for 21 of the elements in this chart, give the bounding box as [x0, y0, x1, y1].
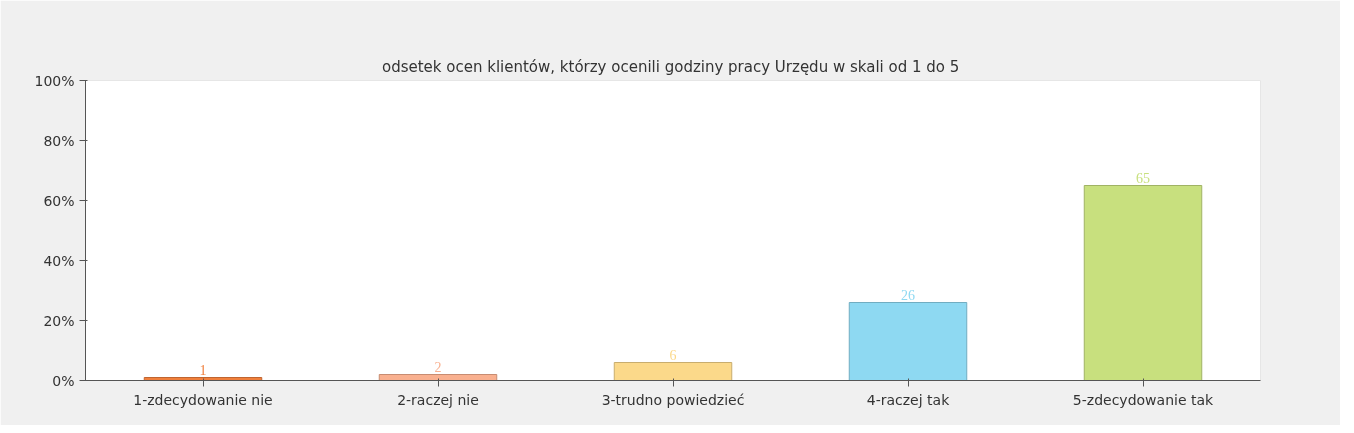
- bar: [378, 374, 498, 381]
- bar: [848, 302, 968, 381]
- data-label: 1: [199, 362, 207, 378]
- data-label: 65: [1136, 170, 1150, 186]
- y-tick-label: 60%: [43, 192, 75, 209]
- y-tick-label: 80%: [43, 132, 75, 149]
- x-tick-label: 2-raczej nie: [397, 391, 479, 408]
- data-label: 6: [669, 347, 677, 363]
- bar: [613, 362, 733, 381]
- y-tick-label: 20%: [43, 312, 75, 329]
- x-tick-label: 1-zdecydowanie nie: [133, 391, 273, 408]
- y-tick-label: 0%: [52, 372, 75, 389]
- data-label: 26: [901, 287, 915, 303]
- x-tick-label: 4-raczej tak: [866, 391, 951, 408]
- y-tick-label: 40%: [43, 252, 75, 269]
- x-tick-label: 5-zdecydowanie tak: [1072, 391, 1215, 408]
- chart-title: odsetek ocen klientów, którzy ocenili godziny pracy Urzędu w skali od 1 do 5: [381, 57, 960, 76]
- y-tick-label: 100%: [34, 72, 75, 89]
- x-tick-label: 3-trudno powiedzieć: [601, 391, 745, 408]
- data-label: 2: [434, 359, 442, 375]
- bar: [1083, 185, 1203, 381]
